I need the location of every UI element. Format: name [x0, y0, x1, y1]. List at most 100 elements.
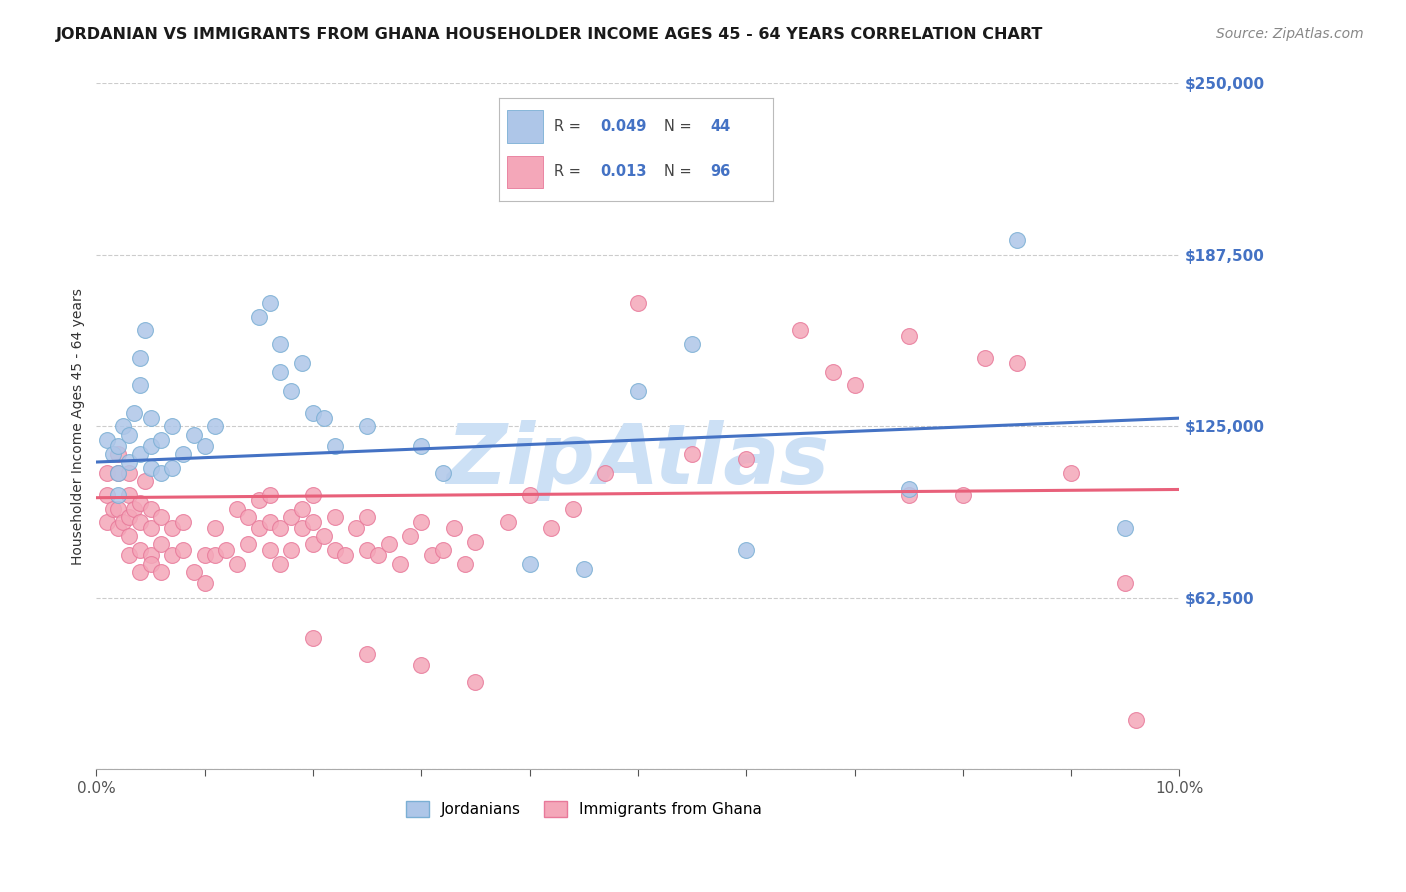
Point — [1005, 356, 1028, 370]
Point — [259, 516, 281, 530]
Point — [789, 323, 811, 337]
Point — [464, 534, 486, 549]
Point — [107, 447, 129, 461]
Point — [150, 433, 173, 447]
Point — [291, 356, 314, 370]
Point — [101, 501, 124, 516]
Point — [160, 521, 183, 535]
Point — [312, 529, 335, 543]
Point — [291, 501, 314, 516]
Point — [1125, 713, 1147, 727]
Text: 0.013: 0.013 — [600, 164, 647, 179]
Point — [128, 496, 150, 510]
Point — [172, 542, 194, 557]
Point — [302, 488, 325, 502]
Point — [627, 296, 650, 310]
Point — [844, 378, 866, 392]
Point — [226, 557, 249, 571]
Point — [399, 529, 422, 543]
Point — [150, 537, 173, 551]
Point — [226, 501, 249, 516]
Point — [269, 337, 291, 351]
Point — [139, 549, 162, 563]
Text: Source: ZipAtlas.com: Source: ZipAtlas.com — [1216, 27, 1364, 41]
Point — [259, 488, 281, 502]
Point — [952, 488, 974, 502]
Point — [122, 501, 145, 516]
Point — [194, 549, 217, 563]
Text: N =: N = — [664, 164, 696, 179]
Point — [973, 351, 995, 365]
Point — [118, 529, 141, 543]
Point — [388, 557, 411, 571]
Point — [118, 509, 141, 524]
Bar — [508, 155, 543, 188]
Point — [519, 557, 541, 571]
Point — [96, 433, 118, 447]
Point — [118, 427, 141, 442]
Point — [118, 466, 141, 480]
Point — [735, 452, 758, 467]
Point — [280, 509, 302, 524]
Point — [280, 384, 302, 398]
Point — [96, 488, 118, 502]
Point — [291, 521, 314, 535]
Point — [323, 509, 346, 524]
Point — [194, 439, 217, 453]
Point — [172, 447, 194, 461]
Point — [735, 542, 758, 557]
Legend: Jordanians, Immigrants from Ghana: Jordanians, Immigrants from Ghana — [399, 795, 768, 823]
Point — [897, 328, 920, 343]
Point — [356, 419, 378, 434]
Point — [443, 521, 465, 535]
Bar — [508, 111, 543, 144]
Point — [897, 483, 920, 497]
Point — [821, 364, 844, 378]
Text: 44: 44 — [710, 120, 731, 135]
Point — [128, 542, 150, 557]
Point — [183, 427, 205, 442]
Point — [344, 521, 367, 535]
Point — [128, 447, 150, 461]
Point — [411, 516, 433, 530]
Point — [215, 542, 238, 557]
Text: R =: R = — [554, 164, 585, 179]
Point — [1005, 233, 1028, 247]
Point — [572, 562, 595, 576]
Point — [107, 466, 129, 480]
Point — [107, 501, 129, 516]
Point — [420, 549, 443, 563]
Point — [432, 466, 454, 480]
Point — [1114, 521, 1136, 535]
Point — [302, 537, 325, 551]
Point — [280, 542, 302, 557]
Point — [194, 575, 217, 590]
Point — [150, 466, 173, 480]
Point — [160, 419, 183, 434]
Point — [259, 542, 281, 557]
Point — [118, 455, 141, 469]
Point — [139, 460, 162, 475]
Point — [204, 419, 226, 434]
Point — [204, 549, 226, 563]
Point — [128, 378, 150, 392]
Point — [356, 542, 378, 557]
Point — [118, 488, 141, 502]
Point — [595, 466, 617, 480]
Point — [302, 516, 325, 530]
Point — [627, 384, 650, 398]
Point — [496, 516, 519, 530]
Point — [367, 549, 389, 563]
Point — [312, 411, 335, 425]
Point — [247, 521, 270, 535]
Point — [302, 406, 325, 420]
Point — [681, 337, 703, 351]
Point — [122, 406, 145, 420]
Point — [259, 296, 281, 310]
Point — [96, 516, 118, 530]
Point — [139, 521, 162, 535]
Point — [519, 488, 541, 502]
Point — [128, 565, 150, 579]
Point — [897, 488, 920, 502]
Point — [128, 351, 150, 365]
